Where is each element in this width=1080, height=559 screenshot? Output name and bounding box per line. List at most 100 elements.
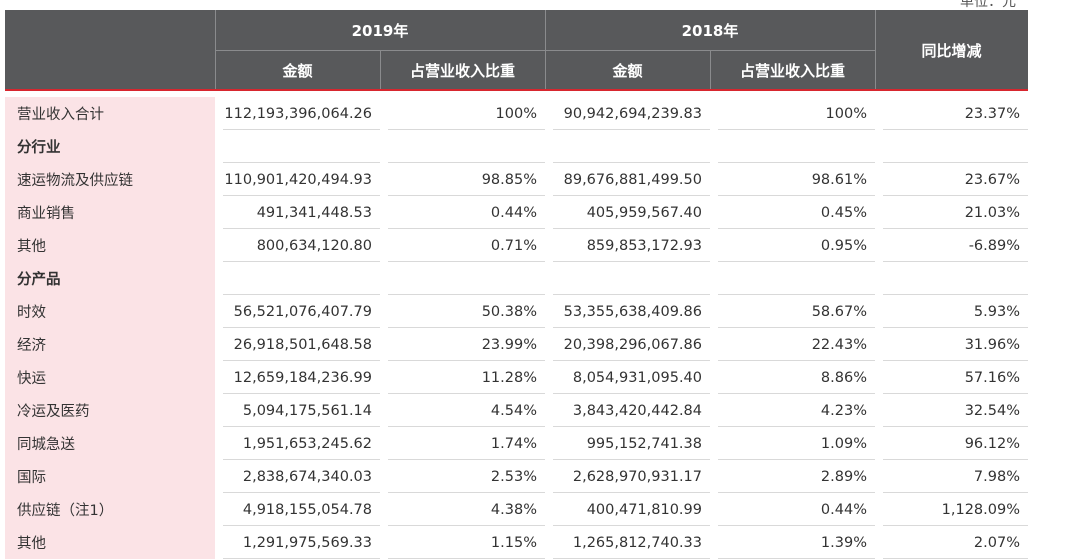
row-rule <box>718 294 875 295</box>
row-rule <box>553 360 710 361</box>
row-rule <box>718 195 875 196</box>
value-cell: 53,355,638,409.86 <box>563 303 702 320</box>
value-cell: 1,291,975,569.33 <box>242 534 372 551</box>
row-label: 时效 <box>5 295 215 328</box>
sub-header: 金额 <box>215 50 380 90</box>
value-cell: 0.44% <box>820 501 867 518</box>
value-cell: 96.12% <box>964 435 1020 452</box>
value-cell: 31.96% <box>964 336 1020 353</box>
row-rule <box>883 393 1028 394</box>
row-label: 营业收入合计 <box>5 97 215 130</box>
section-label: 分产品 <box>5 262 215 295</box>
value-cell: 405,959,567.40 <box>586 204 702 221</box>
value-cell: 2.53% <box>490 468 537 485</box>
row-label: 经济 <box>5 328 215 361</box>
row-rule <box>718 327 875 328</box>
value-cell: 7.98% <box>973 468 1020 485</box>
value-cell: 58.67% <box>811 303 867 320</box>
section-label: 分行业 <box>5 130 215 163</box>
row-rule <box>553 261 710 262</box>
row-rule <box>388 360 545 361</box>
row-rule <box>883 162 1028 163</box>
row-rule <box>883 327 1028 328</box>
row-rule <box>388 492 545 493</box>
row-rule <box>388 459 545 460</box>
value-cell: -6.89% <box>968 237 1020 254</box>
row-rule <box>553 294 710 295</box>
value-cell: 2.89% <box>820 468 867 485</box>
value-cell: 1.39% <box>820 534 867 551</box>
value-cell: 23.99% <box>481 336 537 353</box>
row-rule <box>388 228 545 229</box>
row-rule <box>883 261 1028 262</box>
sub-header: 占营业收入比重 <box>380 50 545 90</box>
row-label: 国际 <box>5 460 215 493</box>
row-rule <box>223 360 380 361</box>
value-cell: 56,521,076,407.79 <box>233 303 372 320</box>
value-cell: 995,152,741.38 <box>586 435 702 452</box>
value-cell: 110,901,420,494.93 <box>224 171 372 188</box>
value-cell: 800,634,120.80 <box>256 237 372 254</box>
value-cell: 98.85% <box>481 171 537 188</box>
row-label: 速运物流及供应链 <box>5 163 215 196</box>
row-rule <box>223 492 380 493</box>
change-header: 同比增减 <box>875 10 1028 90</box>
value-cell: 98.61% <box>811 171 867 188</box>
row-rule <box>223 459 380 460</box>
header-divider <box>545 10 546 90</box>
value-cell: 12,659,184,236.99 <box>233 369 372 386</box>
value-cell: 23.37% <box>964 105 1020 122</box>
row-rule <box>223 327 380 328</box>
sub-header: 金额 <box>545 50 710 90</box>
unit-note: 单位：元 <box>960 0 1016 10</box>
value-cell: 1.09% <box>820 435 867 452</box>
value-cell: 1,951,653,245.62 <box>242 435 372 452</box>
value-cell: 8.86% <box>820 369 867 386</box>
value-cell: 1,128.09% <box>941 501 1020 518</box>
value-cell: 1,265,812,740.33 <box>572 534 702 551</box>
row-label: 其他 <box>5 526 215 559</box>
value-cell: 1.74% <box>490 435 537 452</box>
row-rule <box>718 426 875 427</box>
row-rule <box>553 459 710 460</box>
row-rule <box>223 525 380 526</box>
row-rule <box>718 492 875 493</box>
row-rule <box>223 261 380 262</box>
row-rule <box>388 426 545 427</box>
value-cell: 32.54% <box>964 402 1020 419</box>
value-cell: 4.38% <box>490 501 537 518</box>
value-cell: 491,341,448.53 <box>256 204 372 221</box>
row-rule <box>883 525 1028 526</box>
row-rule <box>883 426 1028 427</box>
row-rule <box>553 492 710 493</box>
row-rule <box>223 426 380 427</box>
row-rule <box>223 195 380 196</box>
row-rule <box>883 195 1028 196</box>
header-divider <box>380 50 381 90</box>
value-cell: 5,094,175,561.14 <box>242 402 372 419</box>
row-rule <box>718 129 875 130</box>
row-rule <box>718 228 875 229</box>
value-cell: 8,054,931,095.40 <box>572 369 702 386</box>
row-rule <box>553 162 710 163</box>
value-cell: 4.23% <box>820 402 867 419</box>
row-rule <box>718 525 875 526</box>
value-cell: 0.45% <box>820 204 867 221</box>
row-rule <box>388 261 545 262</box>
value-cell: 4.54% <box>490 402 537 419</box>
value-cell: 11.28% <box>481 369 537 386</box>
value-cell: 2,628,970,931.17 <box>572 468 702 485</box>
value-cell: 21.03% <box>964 204 1020 221</box>
row-rule <box>553 129 710 130</box>
row-rule <box>553 195 710 196</box>
row-rule <box>223 162 380 163</box>
row-rule <box>388 327 545 328</box>
row-rule <box>223 228 380 229</box>
row-rule <box>388 195 545 196</box>
value-cell: 1.15% <box>490 534 537 551</box>
value-cell: 400,471,810.99 <box>586 501 702 518</box>
row-label: 冷运及医药 <box>5 394 215 427</box>
value-cell: 22.43% <box>811 336 867 353</box>
row-rule <box>883 294 1028 295</box>
